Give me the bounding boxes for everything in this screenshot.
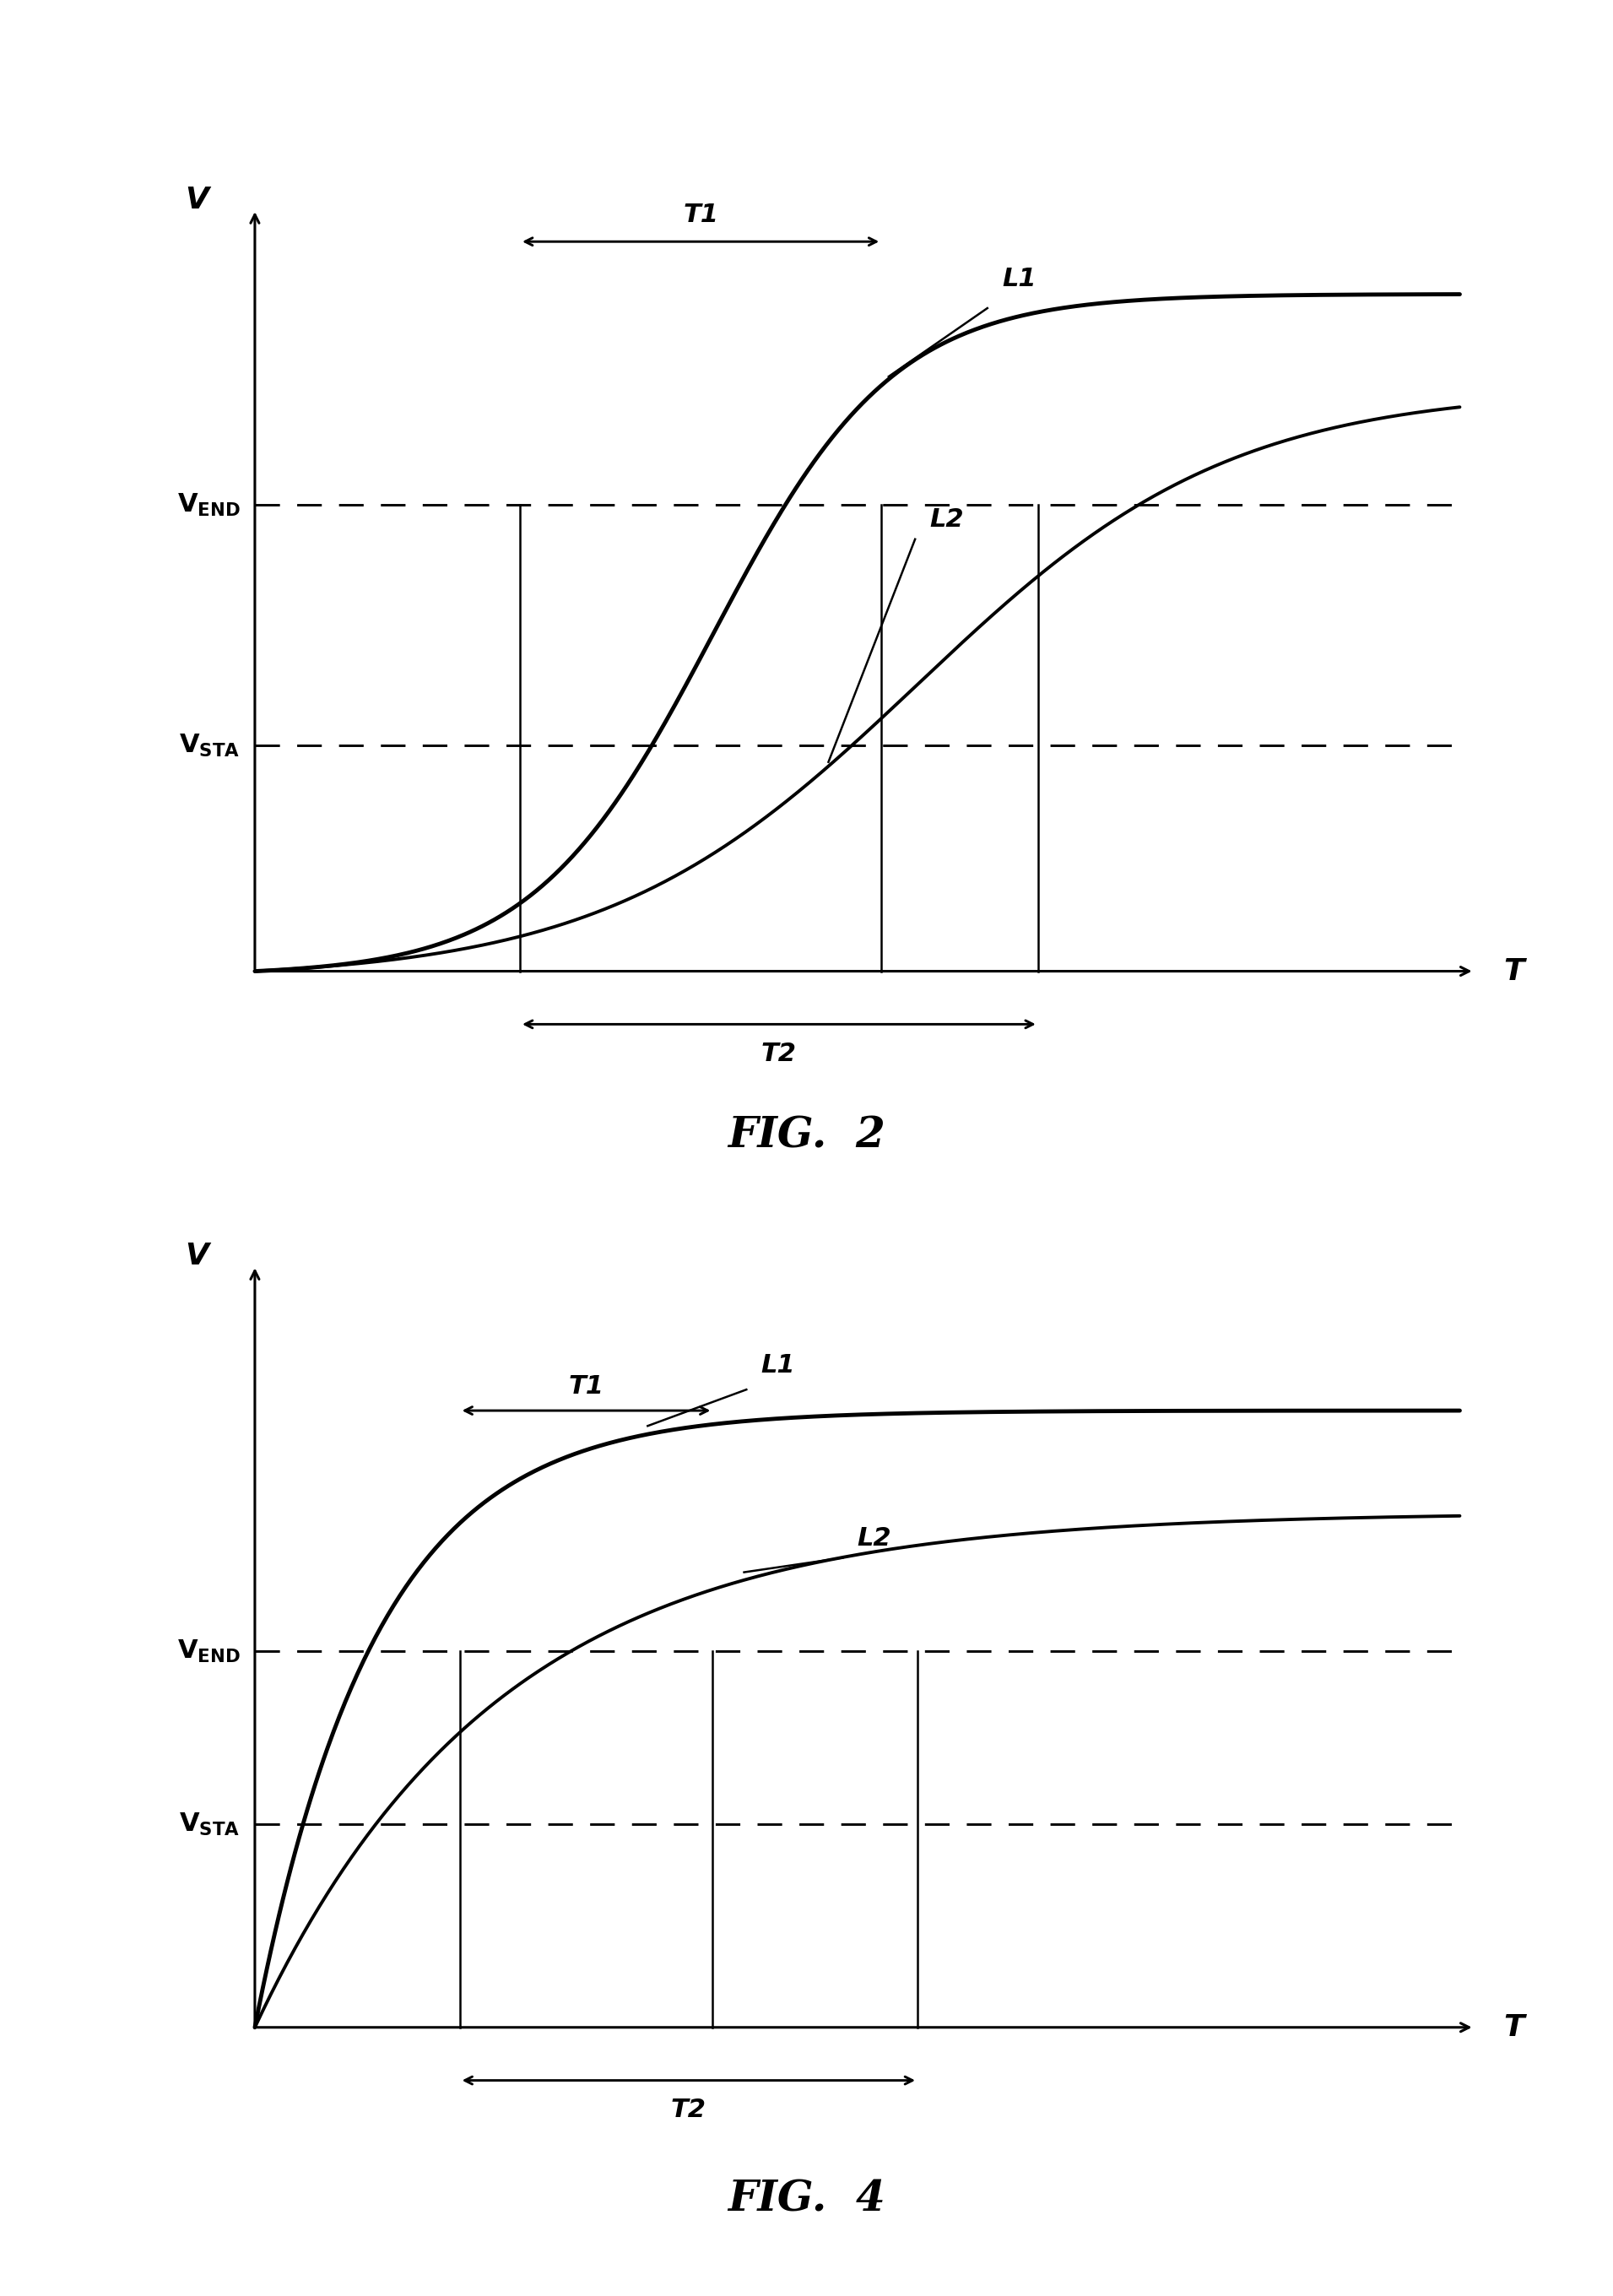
Text: T: T [1503, 2014, 1524, 2041]
Text: V: V [185, 1242, 208, 1270]
Text: FIG.  2: FIG. 2 [727, 1116, 886, 1157]
Text: L1: L1 [761, 1352, 795, 1378]
Text: T: T [1503, 957, 1524, 985]
Text: L2: L2 [929, 507, 965, 533]
Text: V$_{\mathregular{STA}}$: V$_{\mathregular{STA}}$ [179, 1812, 240, 1837]
Text: V$_{\mathregular{END}}$: V$_{\mathregular{END}}$ [177, 1637, 240, 1665]
Text: L1: L1 [1002, 266, 1036, 292]
Text: T1: T1 [682, 202, 718, 227]
Text: V: V [185, 186, 208, 214]
Text: V$_{\mathregular{END}}$: V$_{\mathregular{END}}$ [177, 491, 240, 519]
Text: T1: T1 [568, 1375, 603, 1398]
Text: V$_{\mathregular{STA}}$: V$_{\mathregular{STA}}$ [179, 732, 240, 758]
Text: FIG.  4: FIG. 4 [727, 2179, 886, 2220]
Text: T2: T2 [671, 2099, 706, 2122]
Text: T2: T2 [761, 1042, 797, 1065]
Text: L2: L2 [858, 1527, 892, 1550]
